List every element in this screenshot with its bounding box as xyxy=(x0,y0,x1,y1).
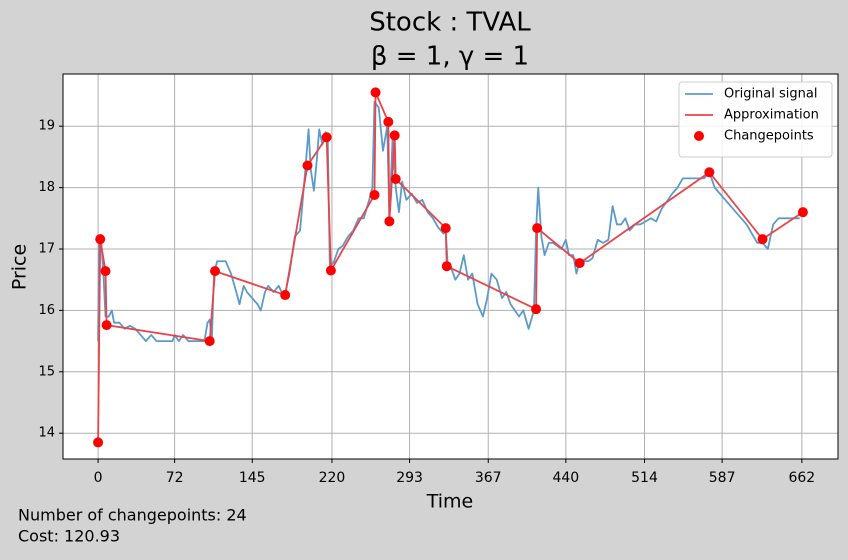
approximation-line xyxy=(97,91,804,443)
y-tick-label: 14 xyxy=(38,426,55,441)
chart-title: Stock : TVAL xyxy=(369,8,531,38)
chart-subtitle: β = 1, γ = 1 xyxy=(371,42,529,72)
x-tick-label: 145 xyxy=(239,470,266,486)
changepoint xyxy=(369,189,380,200)
changepoint xyxy=(531,304,542,315)
marks xyxy=(93,87,808,448)
changepoint xyxy=(100,266,111,277)
legend-label: Changepoints xyxy=(724,129,814,144)
legend-label: Original signal xyxy=(724,87,817,102)
signal-line xyxy=(97,100,800,343)
changepoint xyxy=(93,437,104,448)
y-tick-label: 19 xyxy=(38,119,55,134)
changepoint xyxy=(532,223,543,234)
axes: 0 72 145 220 293 367 440 514 587 662 14 15 16 17 18 19 xyxy=(38,119,815,486)
changepoint xyxy=(302,160,313,171)
x-tick-label: 293 xyxy=(396,470,423,486)
x-tick-label: 440 xyxy=(552,470,579,486)
changepoint xyxy=(389,130,400,141)
changepoint xyxy=(390,174,401,184)
changepoint xyxy=(321,132,332,143)
x-tick-label: 367 xyxy=(475,470,502,486)
y-tick-label: 18 xyxy=(38,180,55,195)
changepoint xyxy=(757,234,768,245)
changepoint xyxy=(383,116,394,127)
annotation: Cost: 120.93 xyxy=(18,527,120,546)
changepoint xyxy=(384,216,395,227)
y-tick-label: 16 xyxy=(38,303,55,318)
changepoint xyxy=(370,87,381,98)
x-tick-label: 72 xyxy=(166,470,184,486)
legend: Original signal Approximation Changepoints xyxy=(678,81,833,158)
x-axis-label: Time xyxy=(426,491,474,513)
changepoint xyxy=(440,223,451,234)
changepoint xyxy=(280,290,291,301)
x-tick-label: 0 xyxy=(94,470,103,486)
legend-label: Approximation xyxy=(724,108,819,123)
legend-marker xyxy=(694,131,704,141)
changepoint xyxy=(704,167,715,178)
changepoint xyxy=(210,266,221,277)
plot-frame xyxy=(62,73,839,460)
annotation: Number of changepoints: 24 xyxy=(18,506,247,525)
x-tick-label: 587 xyxy=(709,470,736,486)
x-tick-label: 514 xyxy=(631,470,658,486)
y-axis-label: Price xyxy=(9,244,31,290)
changepoint xyxy=(204,336,215,347)
y-tick-label: 17 xyxy=(38,242,55,257)
x-tick-label: 662 xyxy=(788,470,815,486)
changepoint xyxy=(325,265,336,276)
changepoint xyxy=(101,320,112,331)
changepoint xyxy=(797,207,808,218)
changepoint xyxy=(441,261,452,272)
legend-box xyxy=(678,81,833,158)
changepoint xyxy=(574,258,585,269)
x-tick-label: 220 xyxy=(319,470,346,486)
changepoint xyxy=(95,234,106,245)
y-tick-label: 15 xyxy=(38,364,55,379)
